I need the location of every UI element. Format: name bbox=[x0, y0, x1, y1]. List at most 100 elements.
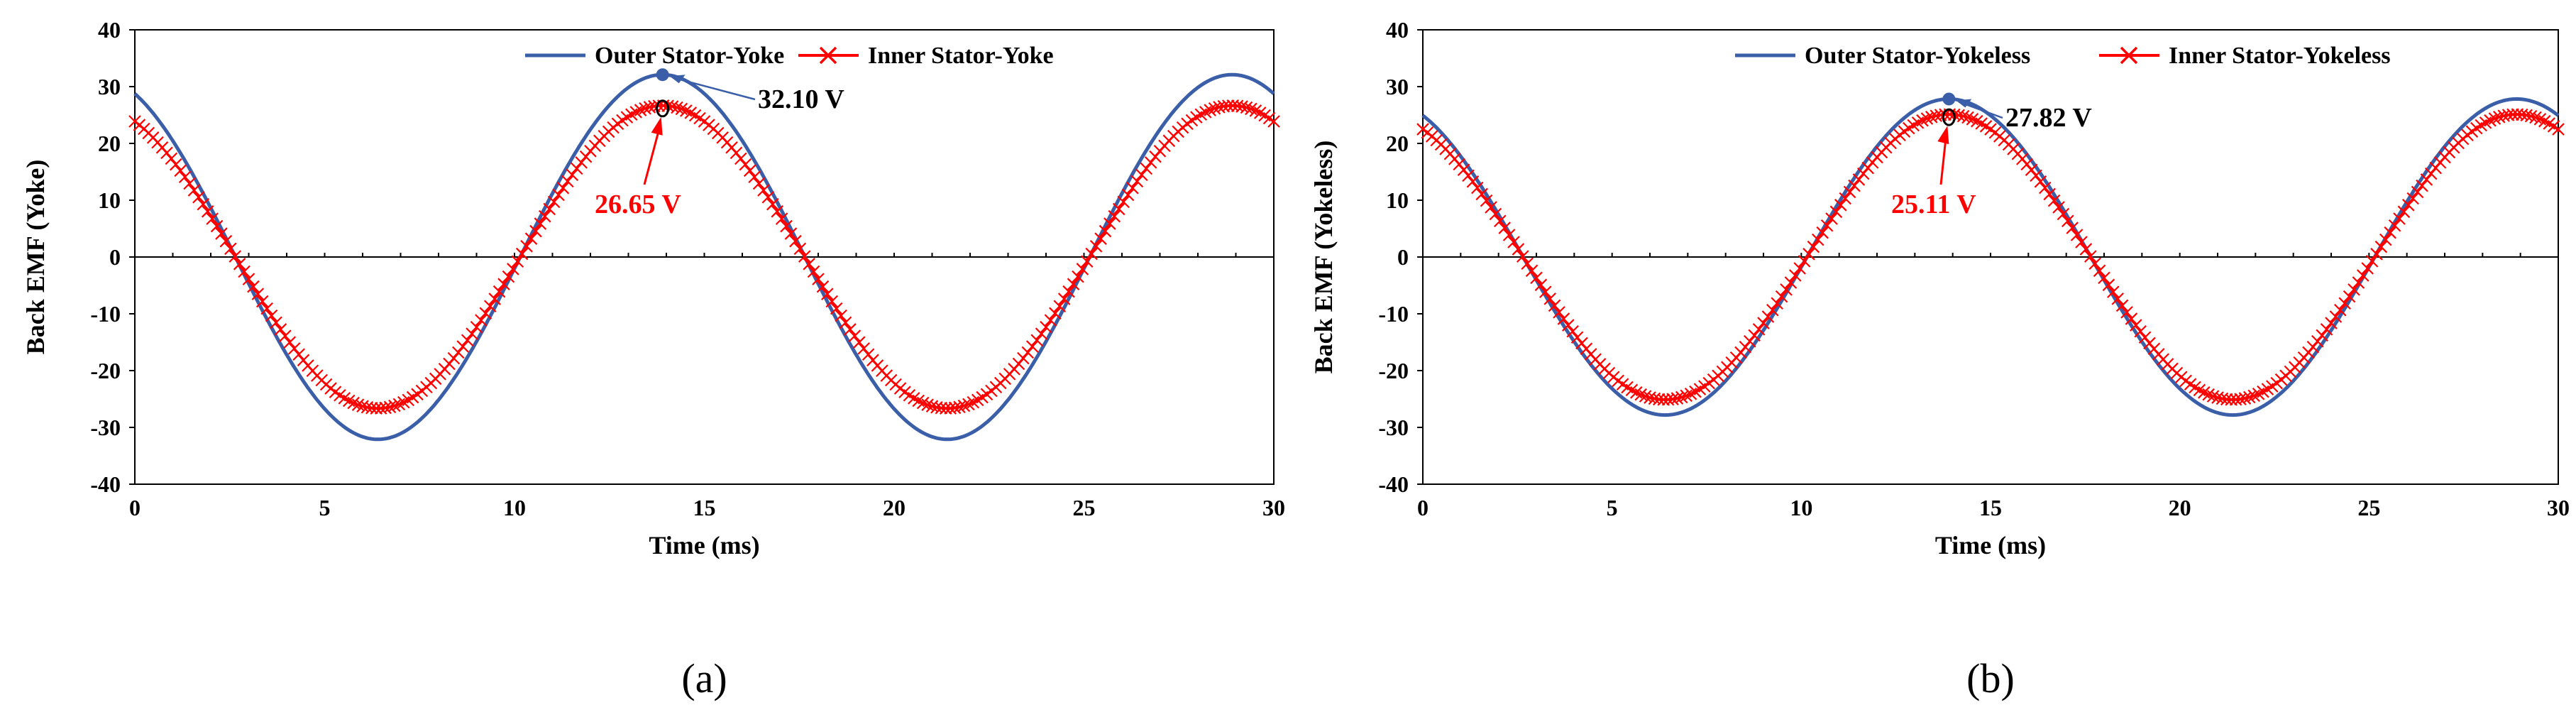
series-point-inner bbox=[848, 329, 862, 342]
series-point-inner bbox=[556, 182, 570, 195]
series-point-inner bbox=[2397, 205, 2411, 219]
series-point-inner bbox=[957, 399, 971, 412]
series-point-inner bbox=[2420, 173, 2433, 186]
series-point-inner bbox=[1807, 240, 1820, 253]
series-point-inner bbox=[1057, 293, 1071, 305]
series-point-inner bbox=[1240, 101, 1253, 114]
series-point-inner bbox=[2107, 285, 2120, 298]
annotation-arrowhead-outer bbox=[669, 75, 686, 84]
series-point-inner bbox=[734, 152, 747, 165]
series-point-inner bbox=[183, 177, 196, 190]
series-point-inner bbox=[1081, 255, 1094, 268]
series-point-inner bbox=[1793, 262, 1806, 275]
series-point-inner bbox=[1489, 207, 1502, 221]
x-tick-label: 0 bbox=[129, 495, 141, 520]
series-point-inner bbox=[1471, 181, 1484, 195]
y-axis-title: Back EMF (Yokeless) bbox=[1309, 141, 1338, 374]
annotation-arrow-inner bbox=[1939, 135, 1947, 185]
series-point-inner bbox=[274, 323, 287, 336]
series-point-inner bbox=[507, 263, 519, 275]
series-point-inner bbox=[1570, 331, 1584, 344]
series-point-inner bbox=[2130, 319, 2142, 332]
x-tick-label: 10 bbox=[1790, 495, 1812, 520]
series-point-inner bbox=[803, 258, 815, 270]
series-point-inner bbox=[1512, 243, 1525, 256]
series-point-inner bbox=[566, 168, 579, 182]
series-point-inner bbox=[1525, 264, 1539, 278]
x-tick-label: 25 bbox=[1073, 495, 1096, 520]
series-point-inner bbox=[287, 342, 301, 355]
legend-label-inner: Inner Stator-Yoke bbox=[868, 43, 1054, 69]
series-point-inner bbox=[1798, 255, 1811, 268]
series-point-inner bbox=[283, 336, 297, 349]
series-point-inner bbox=[488, 293, 501, 305]
y-tick-label: 0 bbox=[1397, 244, 1409, 270]
series-point-inner bbox=[2125, 312, 2138, 325]
series-point-inner bbox=[2352, 276, 2365, 289]
series-point-inner bbox=[1548, 299, 1561, 312]
series-point-inner bbox=[771, 205, 783, 218]
series-point-inner bbox=[812, 273, 825, 285]
x-tick-label: 15 bbox=[693, 495, 716, 520]
y-tick-label: 40 bbox=[98, 17, 121, 43]
series-point-inner bbox=[1562, 319, 1575, 332]
series-point-inner bbox=[1752, 323, 1766, 336]
series-point-inner bbox=[2388, 219, 2401, 232]
y-tick-label: 30 bbox=[1386, 74, 1409, 99]
series-point-inner bbox=[197, 197, 210, 211]
y-tick-label: -20 bbox=[90, 358, 121, 383]
series-point-inner bbox=[1748, 329, 1761, 342]
series-point-inner bbox=[743, 164, 756, 177]
x-tick-label: 20 bbox=[2169, 495, 2191, 520]
series-point-inner bbox=[2062, 214, 2074, 228]
series-point-inner bbox=[752, 177, 766, 190]
series-point-inner bbox=[1670, 392, 1684, 405]
x-tick-label: 15 bbox=[1979, 495, 2002, 520]
series-point-inner bbox=[255, 295, 269, 308]
peak-marker-inner bbox=[1942, 108, 1956, 126]
series-point-inner bbox=[2039, 181, 2052, 195]
series-point-inner bbox=[1485, 201, 1497, 214]
y-tick-label: -30 bbox=[1378, 415, 1409, 440]
series-point-inner bbox=[165, 152, 178, 165]
series-point-inner bbox=[187, 184, 201, 197]
series-point-inner bbox=[2120, 306, 2133, 319]
series-point-inner bbox=[1553, 306, 1565, 319]
annotation-label-inner: 25.11 V bbox=[1891, 190, 1976, 219]
legend-marker-inner bbox=[2120, 46, 2138, 65]
series-point-inner bbox=[388, 399, 401, 412]
series-point-inner bbox=[2379, 233, 2392, 246]
series-point-inner bbox=[452, 346, 465, 359]
series-point-inner bbox=[2370, 248, 2383, 261]
series-point-inner bbox=[247, 280, 260, 293]
legend-label-inner: Inner Stator-Yokeless bbox=[2169, 43, 2391, 69]
series-point-inner bbox=[2206, 390, 2220, 403]
series-point-inner bbox=[210, 219, 224, 233]
series-point-inner bbox=[1757, 317, 1770, 329]
series-point-inner bbox=[461, 334, 474, 347]
series-point-inner bbox=[1534, 278, 1548, 292]
series-point-inner bbox=[2365, 255, 2379, 268]
series-point-inner bbox=[547, 195, 561, 209]
series-point-inner bbox=[2075, 236, 2088, 248]
series-point-inner bbox=[793, 242, 807, 256]
series-point-inner bbox=[862, 348, 875, 361]
series-point-inner bbox=[233, 258, 246, 270]
series-point-inner bbox=[1816, 226, 1829, 239]
series-point-inner bbox=[1839, 192, 1851, 205]
series-point-inner bbox=[1076, 263, 1089, 275]
series-point-inner bbox=[219, 234, 233, 248]
series-point-inner bbox=[2057, 207, 2070, 221]
series-point-inner bbox=[1784, 276, 1798, 289]
series-point-inner bbox=[1739, 340, 1752, 354]
series-point-inner bbox=[265, 309, 278, 322]
series-point-inner bbox=[251, 288, 265, 300]
series-point-inner bbox=[784, 227, 798, 240]
y-tick-label: 30 bbox=[98, 74, 121, 99]
series-point-inner bbox=[2343, 290, 2356, 303]
series-point-inner bbox=[1507, 236, 1520, 248]
series-point-inner bbox=[2393, 212, 2406, 225]
series-point-inner bbox=[1675, 390, 1688, 404]
series-point-inner bbox=[2093, 264, 2106, 278]
series-point-inner bbox=[2488, 112, 2501, 125]
